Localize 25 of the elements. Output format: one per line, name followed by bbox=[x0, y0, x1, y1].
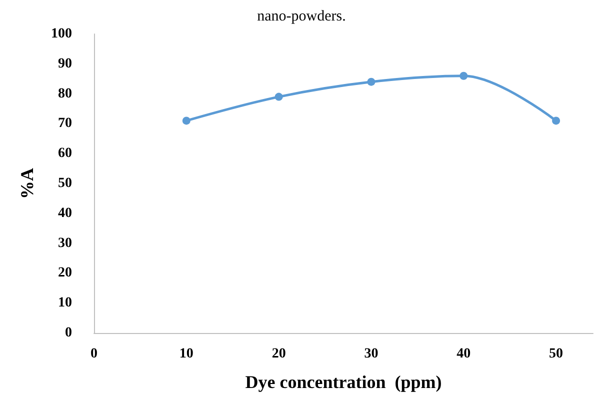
text: nano-powders. bbox=[257, 8, 346, 24]
x-axis-title: Dye concentration (ppm) bbox=[245, 372, 442, 392]
y-tick-label: 40 bbox=[58, 206, 72, 221]
x-tick-label: 30 bbox=[364, 346, 378, 362]
point bbox=[367, 78, 376, 86]
point bbox=[182, 116, 190, 125]
point bbox=[274, 92, 283, 101]
y-tick-label: 20 bbox=[58, 266, 72, 281]
y-tick-label: 70 bbox=[58, 116, 72, 132]
y-axis-title: %A bbox=[17, 168, 37, 199]
y-tick-label: 60 bbox=[58, 146, 72, 162]
y-tick-label: 50 bbox=[58, 176, 72, 191]
x-tick-label: 50 bbox=[549, 346, 564, 362]
y-tick-label: 90 bbox=[58, 56, 72, 72]
x-tick-label: 20 bbox=[272, 346, 286, 362]
y-tick-label: 30 bbox=[58, 236, 72, 251]
y-tick-label: 100 bbox=[51, 26, 72, 42]
y-tick-label: 80 bbox=[58, 86, 72, 102]
x-tick-label: 40 bbox=[456, 346, 471, 362]
point bbox=[552, 116, 560, 125]
x-tick-label: 10 bbox=[179, 346, 194, 362]
point bbox=[460, 72, 468, 80]
x-tick-label: 0 bbox=[90, 346, 98, 362]
y-tick-label: 10 bbox=[58, 296, 72, 311]
y-tick-label: 0 bbox=[65, 326, 72, 340]
